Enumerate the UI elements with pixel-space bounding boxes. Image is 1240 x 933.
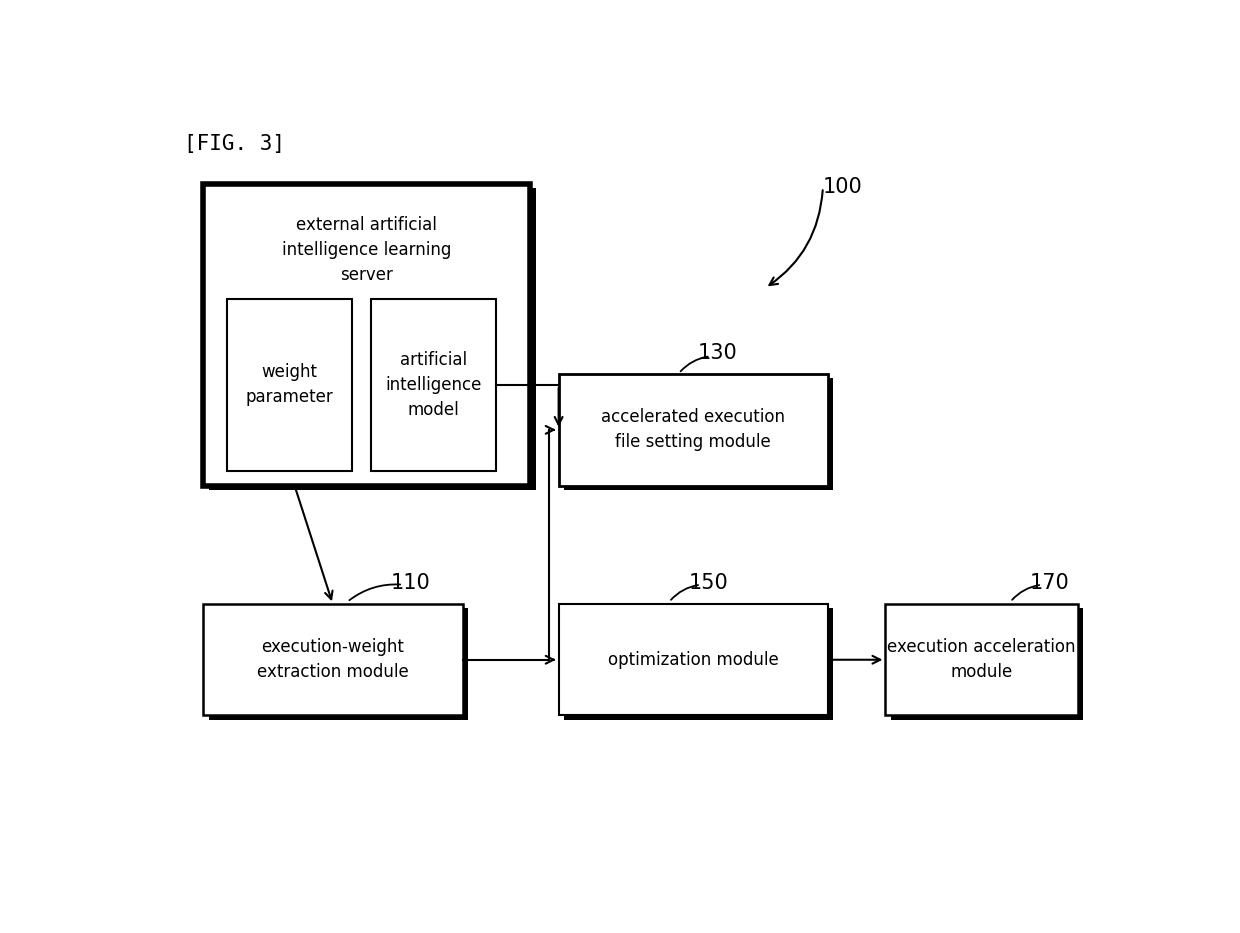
Text: 170: 170 xyxy=(1029,573,1069,592)
Text: [FIG. 3]: [FIG. 3] xyxy=(184,133,285,154)
Bar xyxy=(892,608,1084,719)
Text: artificial
intelligence
model: artificial intelligence model xyxy=(386,351,482,419)
Bar xyxy=(564,379,833,490)
Bar xyxy=(208,188,536,490)
Bar xyxy=(371,299,496,471)
Bar xyxy=(203,604,463,716)
Bar xyxy=(558,604,828,716)
Text: weight
parameter: weight parameter xyxy=(246,364,334,407)
Text: execution-weight
extraction module: execution-weight extraction module xyxy=(257,638,409,681)
Text: 130: 130 xyxy=(698,342,738,363)
Text: 150: 150 xyxy=(688,573,728,592)
Text: external artificial
intelligence learning
server: external artificial intelligence learnin… xyxy=(281,216,451,285)
Bar xyxy=(558,374,828,485)
Text: optimization module: optimization module xyxy=(608,650,779,669)
Text: 100: 100 xyxy=(823,177,863,198)
Bar xyxy=(227,299,352,471)
Bar xyxy=(203,184,529,485)
Text: execution acceleration
module: execution acceleration module xyxy=(887,638,1076,681)
Text: 110: 110 xyxy=(391,573,430,592)
Bar xyxy=(208,608,469,719)
Bar xyxy=(885,604,1078,716)
Text: accelerated execution
file setting module: accelerated execution file setting modul… xyxy=(601,409,785,452)
Bar xyxy=(564,608,833,719)
